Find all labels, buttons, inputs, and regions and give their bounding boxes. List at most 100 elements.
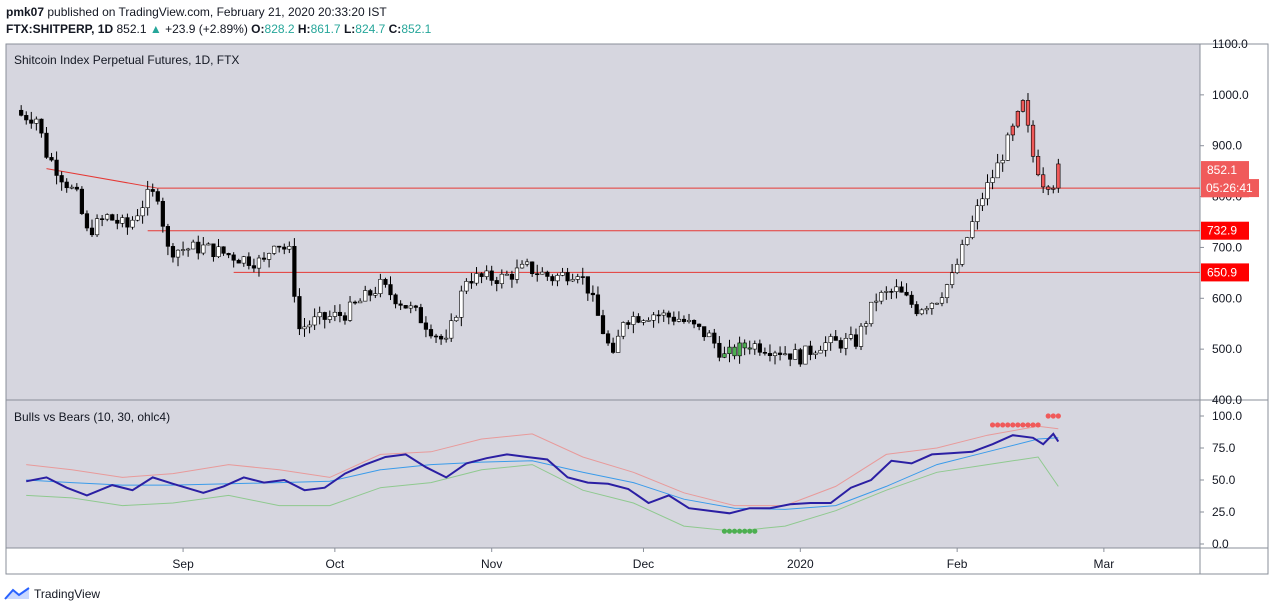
- candle: [914, 304, 919, 315]
- candle: [1000, 160, 1005, 164]
- candle: [545, 271, 550, 277]
- candle: [423, 322, 429, 330]
- main-pane: [6, 44, 1200, 400]
- candle: [803, 345, 808, 365]
- candle: [788, 353, 793, 360]
- candle: [1046, 186, 1051, 190]
- candle: [970, 221, 975, 238]
- candle: [39, 118, 44, 134]
- candle: [565, 272, 570, 282]
- candle: [530, 261, 535, 275]
- high-value: 861.7: [310, 22, 341, 36]
- candle: [418, 307, 423, 324]
- candle: [312, 316, 317, 326]
- candle: [363, 290, 368, 302]
- candle: [317, 312, 322, 318]
- candle: [489, 270, 494, 281]
- candle: [519, 263, 525, 269]
- candle: [980, 198, 985, 207]
- candle: [934, 302, 940, 305]
- candle: [631, 316, 636, 325]
- candle: [175, 249, 181, 258]
- bear-signal-dot: [1020, 422, 1026, 428]
- candle: [1030, 124, 1036, 157]
- candle: [732, 346, 737, 357]
- candle: [84, 213, 90, 229]
- candle: [595, 294, 601, 316]
- candle: [19, 109, 24, 116]
- candle: [459, 290, 464, 318]
- candle: [1036, 156, 1041, 176]
- published-text: published on TradingView.com, February 2…: [47, 5, 387, 19]
- candle: [241, 256, 246, 264]
- price-tick-label: 900.0: [1212, 139, 1242, 153]
- candle: [474, 273, 479, 284]
- bear-series-line: [26, 437, 1059, 510]
- bear-signal-dot: [1045, 413, 1051, 419]
- candle: [641, 320, 646, 323]
- bear-signal-dot: [1035, 422, 1041, 428]
- price-tick-label: 700.0: [1212, 240, 1242, 254]
- candle: [747, 347, 752, 350]
- candle: [332, 311, 337, 317]
- open-value: 828.2: [264, 22, 295, 36]
- candle: [661, 312, 666, 316]
- price-tick-label: 600.0: [1212, 291, 1242, 305]
- candle: [990, 177, 995, 183]
- bull-signal-dot: [726, 528, 733, 534]
- candle: [115, 219, 120, 224]
- close-value: 852.1: [401, 22, 432, 36]
- candle: [616, 335, 621, 353]
- candle: [727, 346, 732, 355]
- candle: [1020, 100, 1026, 112]
- bear-signal-dot: [1000, 422, 1006, 428]
- footer: TradingView: [4, 587, 100, 601]
- candle: [145, 189, 150, 209]
- candle: [828, 336, 833, 344]
- candle: [180, 249, 186, 251]
- oscillator-pane: [6, 400, 1200, 548]
- candle: [853, 334, 859, 347]
- price-tick-label: 400.0: [1212, 393, 1242, 407]
- candle: [266, 253, 272, 260]
- candle: [403, 305, 408, 309]
- candle: [899, 286, 904, 293]
- candle: [186, 248, 191, 251]
- candle: [560, 272, 565, 276]
- candle: [924, 308, 929, 311]
- author-name[interactable]: pmk07: [6, 5, 45, 19]
- candle: [944, 284, 950, 298]
- candle: [712, 332, 717, 344]
- candle: [29, 119, 34, 124]
- candle: [444, 337, 449, 340]
- candle: [282, 246, 287, 250]
- candle: [762, 352, 767, 354]
- time-tick-label: 2020: [787, 557, 814, 571]
- bear-signal-dot: [1025, 422, 1031, 428]
- last-price: 852.1: [116, 22, 147, 36]
- candle: [130, 219, 135, 228]
- osc-tick-label: 25.0: [1212, 505, 1236, 519]
- candle: [201, 244, 206, 254]
- candle: [894, 286, 899, 292]
- candle: [373, 293, 378, 296]
- candle: [307, 324, 312, 328]
- candle: [342, 315, 348, 321]
- candle: [833, 336, 838, 341]
- candle: [196, 241, 201, 254]
- candle: [49, 157, 54, 161]
- candle: [879, 292, 884, 302]
- candle: [985, 182, 990, 200]
- tradingview-brand[interactable]: TradingView: [34, 587, 101, 601]
- lower-series-line: [26, 456, 1059, 532]
- publish-header: pmk07 published on TradingView.com, Febr…: [6, 5, 387, 19]
- candle: [358, 300, 363, 304]
- candle: [479, 273, 484, 277]
- candle: [226, 253, 231, 256]
- candle: [863, 323, 869, 327]
- candle: [393, 294, 398, 305]
- candle: [74, 186, 79, 190]
- candle: [100, 218, 105, 220]
- symbol-label[interactable]: FTX:SHITPERP, 1D: [6, 22, 114, 36]
